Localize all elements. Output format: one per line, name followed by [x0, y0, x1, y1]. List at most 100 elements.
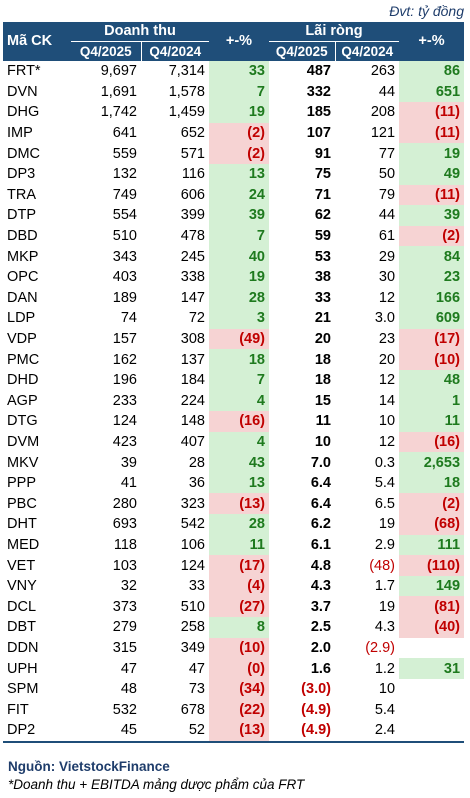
table-row: DVN 1,691 1,578 7 332 44 651 — [3, 81, 465, 103]
profit-change — [399, 678, 465, 700]
revenue-q4-2025: 74 — [120, 310, 137, 327]
profit-q4-2025: 20 — [314, 331, 331, 348]
table-row: DAN 189 147 28 33 12 166 — [3, 287, 465, 309]
profit-change: 11 — [399, 411, 465, 432]
profit-q4-2025: 6.2 — [310, 516, 331, 533]
table-row: UPH 47 47 (0) 1.6 1.2 31 — [3, 658, 465, 679]
revenue-change: (2) — [209, 143, 269, 164]
revenue-q4-2025: 532 — [112, 701, 137, 718]
revenue-change: 19 — [209, 266, 269, 288]
table-row: DCL 373 510 (27) 3.7 19 (81) — [3, 596, 465, 618]
profit-q4-2024: 19 — [378, 516, 396, 533]
revenue-change: (0) — [209, 658, 269, 679]
profit-change: 84 — [399, 246, 465, 267]
revenue-q4-2025: 554 — [112, 207, 137, 224]
profit-change: 39 — [399, 205, 465, 226]
header-row-periods: Q4/2025 Q4/2024 Q4/2025 Q4/2024 — [3, 41, 464, 61]
revenue-q4-2024: 407 — [180, 433, 205, 450]
table-row: DBT 279 258 8 2.5 4.3 (40) — [3, 617, 465, 638]
revenue-change: 43 — [209, 452, 269, 473]
revenue-q4-2024: 36 — [188, 475, 205, 492]
profit-q4-2025: 59 — [314, 228, 331, 245]
profit-change: 111 — [399, 534, 465, 556]
stock-code: DHG — [7, 104, 40, 121]
revenue-q4-2025: 189 — [112, 289, 137, 306]
profit-change: 23 — [399, 266, 465, 288]
profit-change: (110) — [399, 555, 465, 576]
table-row: MED 118 106 11 6.1 2.9 111 — [3, 534, 465, 556]
revenue-q4-2025: 233 — [112, 392, 137, 409]
profit-q4-2025: 2.0 — [310, 639, 331, 656]
stock-code: DVM — [7, 433, 40, 450]
col-header-revenue-q4-2024: Q4/2024 — [140, 41, 209, 61]
profit-change: (2) — [399, 493, 465, 515]
revenue-change: (16) — [209, 411, 269, 432]
profit-q4-2024: 4.3 — [374, 619, 396, 636]
revenue-q4-2024: 124 — [180, 557, 205, 574]
profit-q4-2024: (2.9) — [365, 639, 396, 656]
profit-change: 609 — [399, 308, 465, 329]
table-row: DMC 559 571 (2) 91 77 19 — [3, 143, 465, 164]
profit-q4-2025: 62 — [314, 207, 331, 224]
profit-q4-2025: 1.6 — [310, 660, 331, 677]
stock-code: VDP — [7, 331, 37, 348]
revenue-change: 33 — [209, 61, 269, 82]
profit-q4-2025: 7.0 — [310, 454, 331, 471]
profit-q4-2024: 121 — [370, 125, 396, 142]
profit-change: 2,653 — [399, 452, 465, 473]
profit-q4-2025: 185 — [306, 104, 331, 121]
revenue-q4-2024: 542 — [180, 516, 205, 533]
revenue-q4-2024: 323 — [180, 495, 205, 512]
profit-change: 31 — [399, 658, 465, 679]
source-note: Nguồn: VietstockFinance — [8, 759, 170, 774]
table-row: MKP 343 245 40 53 29 84 — [3, 246, 465, 267]
profit-q4-2024: 44 — [378, 83, 396, 100]
profit-q4-2024: 6.5 — [374, 495, 396, 512]
stock-code: AGP — [7, 392, 38, 409]
revenue-q4-2025: 196 — [112, 372, 137, 389]
profit-q4-2024: 2.4 — [335, 720, 400, 743]
profit-change: (40) — [399, 617, 465, 638]
revenue-q4-2024: 349 — [180, 639, 205, 656]
profit-q4-2025: 107 — [306, 125, 331, 142]
profit-q4-2025: (3.0) — [301, 681, 331, 698]
profit-change: 86 — [399, 61, 465, 82]
footnote: *Doanh thu + EBITDA mảng dược phẩm của F… — [8, 777, 305, 792]
table-row: FRT* 9,697 7,314 33 487 263 86 — [3, 61, 465, 82]
profit-q4-2024: 0.3 — [374, 454, 396, 471]
table-row: PMC 162 137 18 18 20 (10) — [3, 349, 465, 370]
table-row: PBC 280 323 (13) 6.4 6.5 (2) — [3, 493, 465, 515]
table-row: DHG 1,742 1,459 19 185 208 (11) — [3, 102, 465, 123]
revenue-q4-2024: 338 — [180, 269, 205, 286]
stock-code: DTP — [7, 207, 36, 224]
profit-q4-2025: 332 — [306, 83, 331, 100]
revenue-q4-2024: 399 — [180, 207, 205, 224]
earnings-table: Mã CK Doanh thu +-% Lãi ròng +-% Q4/2025… — [3, 22, 465, 743]
profit-change: (11) — [399, 102, 465, 123]
revenue-q4-2025: 45 — [71, 720, 141, 743]
revenue-q4-2025: 124 — [112, 413, 137, 430]
table-row: TRA 749 606 24 71 79 (11) — [3, 184, 465, 206]
profit-q4-2024: 3.0 — [374, 310, 396, 327]
stock-code: DTG — [7, 413, 38, 430]
profit-q4-2025: 38 — [314, 269, 331, 286]
revenue-q4-2024: 106 — [180, 536, 205, 553]
profit-q4-2025: 487 — [306, 63, 331, 80]
stock-code: DP2 — [3, 720, 71, 743]
stock-code: VNY — [7, 578, 37, 595]
revenue-q4-2024: 116 — [181, 166, 205, 183]
profit-q4-2025: 6.4 — [310, 495, 331, 512]
revenue-change: 19 — [209, 102, 269, 123]
stock-code: DP3 — [7, 166, 36, 183]
profit-q4-2024: 30 — [378, 269, 396, 286]
profit-q4-2025: 15 — [314, 392, 331, 409]
table-row: DTG 124 148 (16) 11 10 11 — [3, 411, 465, 432]
profit-q4-2024: 12 — [378, 433, 396, 450]
profit-change: 149 — [399, 575, 465, 597]
col-header-code: Mã CK — [3, 22, 71, 61]
revenue-q4-2024: 224 — [180, 392, 205, 409]
revenue-q4-2025: 162 — [112, 351, 137, 368]
profit-q4-2025: 6.1 — [310, 536, 331, 553]
table-row: DTP 554 399 39 62 44 39 — [3, 205, 465, 226]
profit-q4-2024: 61 — [378, 228, 396, 245]
